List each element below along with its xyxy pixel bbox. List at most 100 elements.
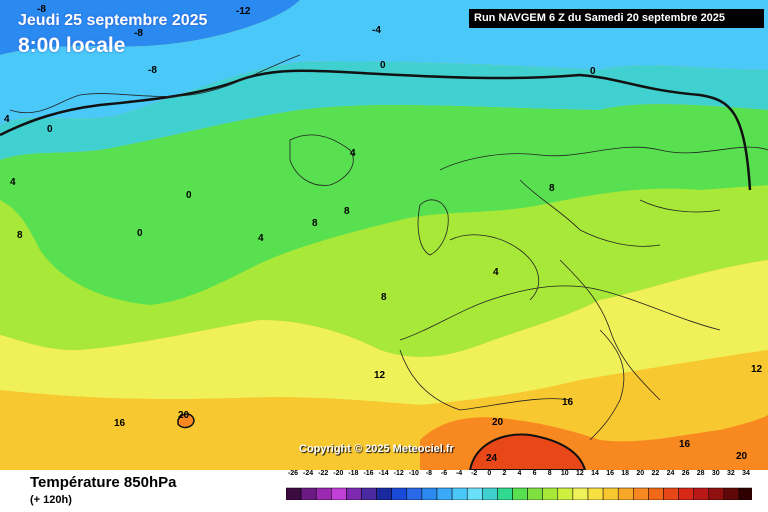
isotherm-label-4-d: 4 [258, 233, 264, 244]
forecast-date: Jeudi 25 septembre 2025 [18, 12, 208, 29]
band-24 [468, 433, 587, 470]
isotherm-label-0-b: 0 [47, 124, 53, 135]
isotherm-zero-line [0, 69, 752, 191]
legend-swatch [451, 487, 468, 500]
isotherm-label-8-d: 8 [312, 218, 318, 229]
legend-tick-label: -22 [318, 470, 329, 477]
legend-swatch [723, 487, 740, 500]
legend-tick-label: 32 [726, 470, 735, 477]
legend-swatch [512, 487, 528, 500]
isotherm-label-12-b: 12 [751, 364, 763, 375]
legend-tick-label: -26 [287, 470, 299, 477]
legend-tick-label: 18 [621, 470, 630, 477]
isotherm-label-16-b: 16 [114, 418, 126, 429]
legend-swatch [678, 487, 694, 500]
isotherm-label-minus12: -12 [236, 6, 251, 17]
model-run-info: Run NAVGEM 6 Z du Samedi 20 septembre 20… [469, 9, 764, 28]
legend-swatch [466, 487, 483, 500]
copyright-notice: Copyright © 2025 Meteociel.fr [299, 443, 454, 455]
legend-swatch [663, 487, 679, 500]
legend-swatch [421, 487, 438, 500]
isotherm-label-4-e: 4 [493, 267, 499, 278]
legend-swatch [331, 487, 347, 500]
isotherm-label-8-a: 8 [549, 183, 555, 194]
legend-tick-label: 20 [636, 470, 645, 477]
legend-swatch [436, 487, 453, 500]
legend-tick-label: 8 [547, 470, 552, 477]
legend-swatch [482, 487, 498, 500]
isotherm-label-20-a: 20 [178, 410, 190, 421]
legend-swatch [708, 487, 725, 500]
legend-swatch [557, 487, 574, 500]
band-4 [0, 104, 768, 311]
parameter-title: Température 850hPa [30, 474, 177, 491]
legend-swatch [617, 487, 634, 500]
isotherm-label-8-e: 8 [381, 292, 387, 303]
legend-tick-label: 4 [517, 470, 522, 477]
legend-swatch [587, 487, 604, 500]
legend-swatch [648, 487, 664, 500]
legend-tick-label: 16 [606, 470, 614, 477]
legend-tick-label: 10 [560, 470, 569, 477]
legend-tick-label: -14 [378, 470, 389, 477]
legend-swatch [602, 487, 619, 500]
band-8 [0, 185, 768, 357]
legend-tick-label: -18 [348, 470, 359, 477]
legend-tick-label: 2 [502, 470, 507, 477]
coastlines [9, 54, 768, 441]
band-12 [0, 260, 768, 405]
temperature-map: Jeudi 25 septembre 2025 8:00 locale Run … [0, 0, 768, 470]
legend-tick-label: -12 [393, 470, 404, 477]
map-canvas [0, 0, 768, 470]
isotherm-label-20-b: 20 [492, 417, 504, 428]
band-0 [0, 61, 768, 160]
isotherm-label-minus8-a: -8 [37, 4, 46, 15]
warm-spot-west [177, 413, 195, 429]
isotherm-label-4-b: 4 [350, 148, 356, 159]
isotherm-label-4-c: 4 [10, 177, 16, 188]
legend-swatch [542, 487, 559, 500]
isotherm-label-24: 24 [486, 453, 498, 464]
lead-time: (+ 120h) [30, 494, 72, 506]
isotherm-label-0-c: 0 [186, 190, 192, 201]
isotherm-label-minus8-b: -8 [134, 28, 143, 39]
legend-tick-label: 26 [681, 470, 690, 477]
isotherm-label-4-a: 4 [4, 114, 10, 125]
legend-tick-label: -20 [333, 470, 344, 477]
forecast-local-time: 8:00 locale [18, 34, 126, 57]
isotherm-label-16-a: 16 [562, 397, 574, 408]
legend-tick-label: 24 [666, 470, 675, 477]
isotherm-label-20-c: 20 [736, 451, 748, 462]
isotherm-label-12-a: 12 [374, 370, 386, 381]
legend-tick-label: -2 [471, 470, 478, 477]
band-minus8 [0, 0, 300, 55]
legend-swatch [738, 487, 752, 500]
legend-swatch [315, 487, 332, 500]
legend-tick-label: -24 [303, 470, 314, 477]
legend-tick-label: 14 [591, 470, 599, 477]
color-legend [286, 487, 752, 500]
legend-tick-label: -16 [363, 470, 374, 477]
legend-tick-label: 28 [696, 470, 705, 477]
isotherm-label-0-e: 0 [590, 66, 596, 77]
legend-tick-label: -10 [408, 470, 419, 477]
isotherm-label-0-a: 0 [380, 60, 386, 71]
legend-swatch [406, 487, 423, 500]
legend-swatch [286, 487, 302, 500]
isotherm-label-8-c: 8 [344, 206, 350, 217]
band-minus4 [0, 0, 768, 125]
legend-tick-label: -4 [455, 470, 463, 477]
isotherm-label-16-c: 16 [679, 439, 691, 450]
legend-tick-label: 22 [651, 470, 660, 477]
isotherm-label-minus8-c: -8 [148, 65, 157, 76]
legend-swatch [572, 487, 589, 500]
isotherm-label-minus4: -4 [372, 25, 381, 36]
legend-swatch [497, 487, 513, 500]
legend-swatch [391, 487, 408, 500]
legend-swatch [693, 487, 710, 500]
legend-tick-label: 34 [742, 470, 750, 477]
legend-swatch [346, 487, 362, 500]
legend-tick-label: 30 [711, 470, 720, 477]
legend-tick-label: 0 [487, 470, 492, 477]
legend-swatch [527, 487, 543, 500]
